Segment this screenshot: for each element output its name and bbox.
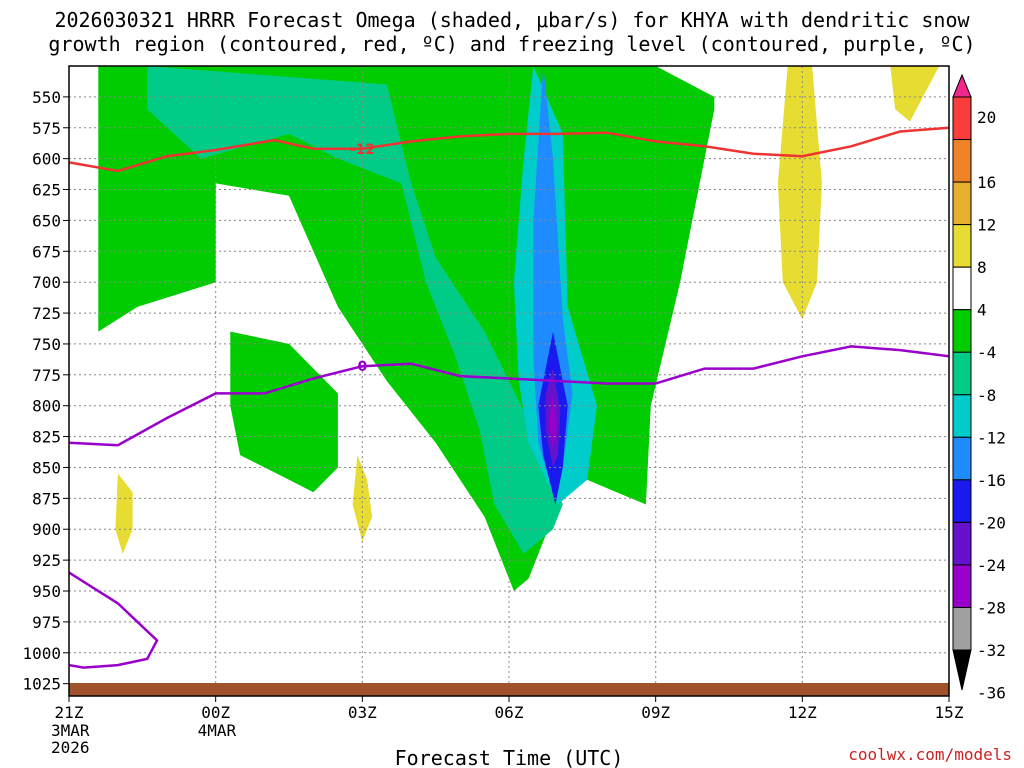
y-tick-label-900: 900 [32, 520, 61, 539]
ground-surface [69, 683, 949, 696]
contour-lines: -12 0 [69, 126, 949, 669]
colorbar-label--32: -32 [977, 641, 1006, 660]
gridlines [69, 66, 949, 696]
colorbar-seg-11 [952, 564, 972, 608]
colorbar-seg-2 [952, 181, 972, 226]
colorbar: 20 16 12 8 4 -4 -8 -12 -16 -20 -24 -28 -32 -36 [952, 73, 1006, 703]
colorbar-seg-3 [952, 224, 972, 268]
omega-region-10 [115, 473, 133, 554]
x-tick-date-00Z: 4MAR [198, 721, 237, 740]
colorbar-seg-4 [952, 266, 972, 311]
colorbar-seg-0 [952, 96, 972, 141]
y-tick-label-600: 600 [32, 150, 61, 169]
colorbar-label-20: 20 [977, 108, 996, 127]
colorbar-label--20: -20 [977, 513, 1006, 532]
omega-region-8 [777, 66, 822, 320]
series-line-1 [69, 345, 949, 447]
omega-region-7 [549, 393, 557, 449]
colorbar-label-12: 12 [977, 216, 996, 235]
y-tick-label-1000: 1000 [22, 644, 61, 663]
y-tick-label-675: 675 [32, 242, 61, 261]
chart-title-line2: growth region (contoured, red, ºC) and f… [48, 32, 975, 56]
omega-shading [98, 66, 940, 591]
colorbar-label--16: -16 [977, 471, 1006, 490]
y-tick-label-800: 800 [32, 397, 61, 416]
chart-title-line1: 2026030321 HRRR Forecast Omega (shaded, … [54, 8, 970, 32]
colorbar-label--28: -28 [977, 598, 1006, 617]
omega-region-9 [890, 66, 940, 122]
omega-region-11 [352, 455, 373, 542]
x-tick-date-21Z: 3MAR [51, 721, 90, 740]
colorbar-seg-6 [952, 351, 972, 396]
colorbar-label--8: -8 [977, 386, 996, 405]
colorbar-seg-5 [952, 309, 972, 353]
colorbar-label-16: 16 [977, 173, 996, 192]
y-tick-label-775: 775 [32, 366, 61, 385]
y-tick-label-825: 825 [32, 428, 61, 447]
colorbar-label-4: 4 [977, 301, 987, 320]
series-label-1: 0 [357, 359, 367, 375]
colorbar-seg-1 [952, 139, 972, 183]
y-tick-label-975: 975 [32, 613, 61, 632]
colorbar-label--24: -24 [977, 556, 1006, 575]
x-tick-label-00Z: 00Z [201, 703, 230, 722]
colorbar-seg-12 [952, 606, 972, 651]
y-tick-label-700: 700 [32, 273, 61, 292]
y-tick-label-950: 950 [32, 582, 61, 601]
x-axis-title: Forecast Time (UTC) [395, 746, 624, 768]
omega-region-2 [147, 66, 563, 554]
colorbar-seg-8 [952, 436, 972, 481]
x-tick-label-15Z: 15Z [935, 703, 964, 722]
colorbar-label--36: -36 [977, 684, 1006, 703]
y-axis: 550 575 600 625 650 675 700 725 750 775 800 825 850 8… [22, 88, 69, 694]
y-tick-label-750: 750 [32, 335, 61, 354]
y-tick-label-875: 875 [32, 489, 61, 508]
colorbar-bottom-arrow [952, 649, 972, 691]
series-label-0: -12 [350, 142, 375, 158]
colorbar-label--4: -4 [977, 343, 996, 362]
colorbar-top-arrow [952, 73, 972, 98]
series-line-0 [69, 126, 949, 173]
colorbar-seg-7 [952, 394, 972, 438]
colorbar-label-8: 8 [977, 258, 987, 277]
x-tick-label-03Z: 03Z [348, 703, 377, 722]
x-tick-label-09Z: 09Z [641, 703, 670, 722]
y-tick-label-575: 575 [32, 119, 61, 138]
y-tick-label-725: 725 [32, 304, 61, 323]
y-tick-label-650: 650 [32, 211, 61, 230]
y-tick-label-850: 850 [32, 458, 61, 477]
omega-region-1 [230, 331, 338, 493]
x-tick-year-21Z: 2026 [51, 738, 90, 757]
y-tick-label-625: 625 [32, 181, 61, 200]
credit-link[interactable]: coolwx.com/models [848, 745, 1012, 764]
colorbar-seg-9 [952, 479, 972, 523]
x-tick-label-12Z: 12Z [788, 703, 817, 722]
y-tick-label-925: 925 [32, 551, 61, 570]
y-tick-label-550: 550 [32, 88, 61, 107]
colorbar-seg-10 [952, 521, 972, 566]
series-line-2 [69, 571, 159, 669]
x-tick-label-06Z: 06Z [495, 703, 524, 722]
colorbar-label--12: -12 [977, 428, 1006, 447]
y-tick-label-1025: 1025 [22, 675, 61, 694]
x-tick-label-21Z: 21Z [55, 703, 84, 722]
